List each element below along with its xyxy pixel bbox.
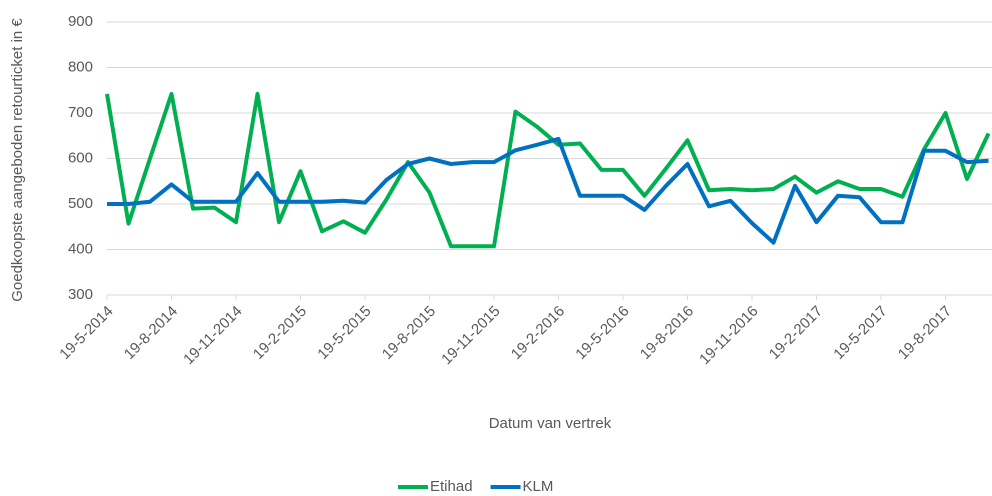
x-tick-label: 19-11-2014	[180, 303, 245, 368]
x-tick-label: 19-8-2014	[121, 303, 181, 363]
x-tick-label: 19-11-2015	[438, 303, 503, 368]
x-tick-label: 19-2-2017	[766, 303, 826, 363]
x-tick-label: 19-5-2017	[830, 303, 890, 363]
x-tick-label: 19-5-2016	[572, 303, 632, 363]
y-tick-label: 800	[68, 58, 93, 75]
legend-label: KLM	[523, 478, 554, 495]
y-tick-label: 900	[68, 13, 93, 30]
x-tick-label: 19-5-2014	[56, 303, 116, 363]
y-axis-title: Goedkoopste aangeboden retourticket in €	[9, 18, 26, 302]
y-tick-label: 600	[68, 149, 93, 166]
x-tick-label: 19-2-2015	[250, 303, 310, 363]
y-tick-label: 400	[68, 240, 93, 257]
y-tick-label: 300	[68, 286, 93, 303]
y-tick-label: 500	[68, 195, 93, 212]
x-tick-label: 19-8-2016	[637, 303, 697, 363]
x-axis-title: Datum van vertrek	[489, 415, 612, 432]
series-line	[107, 136, 989, 245]
x-tick-label: 19-2-2016	[508, 303, 568, 363]
x-tick-label: 19-5-2015	[314, 303, 374, 363]
x-tick-label: 19-11-2016	[696, 303, 761, 368]
y-tick-label: 700	[68, 104, 93, 121]
x-tick-label: 19-8-2015	[379, 303, 439, 363]
legend-label: Etihad	[430, 478, 473, 495]
x-tick-label: 19-8-2017	[895, 303, 955, 363]
series-line	[105, 91, 991, 249]
